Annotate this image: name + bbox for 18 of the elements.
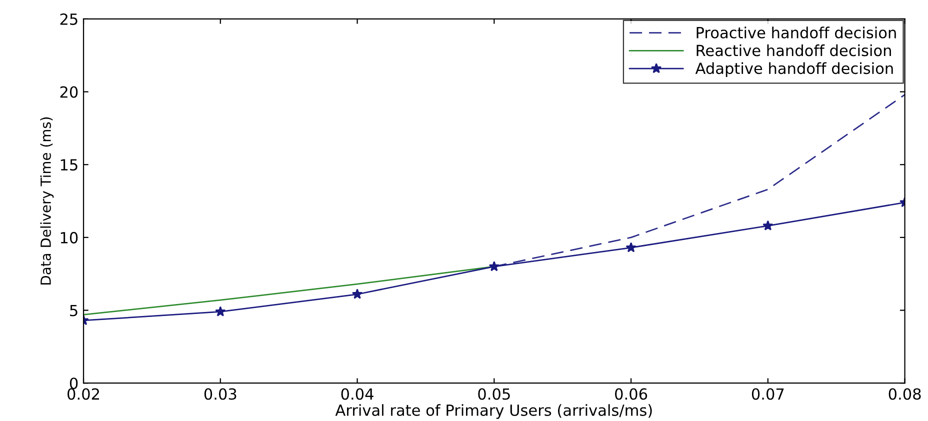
y-axis-title: Data Delivery Time (ms) [40, 117, 54, 284]
legend-label: Reactive handoff decision [696, 44, 891, 56]
y-tick-label: 5 [70, 304, 78, 316]
x-tick-label: 0.07 [752, 388, 784, 400]
y-tick-label: 0 [70, 378, 78, 390]
y-tick-label: 15 [60, 159, 78, 171]
x-tick-label: 0.05 [478, 388, 510, 400]
x-tick-label: 0.04 [341, 388, 374, 400]
x-tick-label: 0.03 [204, 388, 236, 400]
y-tick-label: 25 [60, 13, 78, 25]
y-tick-label: 20 [60, 86, 78, 98]
x-tick-label: 0.02 [68, 388, 99, 400]
y-tick-label: 10 [60, 232, 78, 244]
x-tick-label: 0.06 [615, 388, 648, 400]
legend-label: Proactive handoff decision [696, 26, 896, 38]
x-axis-title: Arrival rate of Primary Users (arrivals/ms) [335, 404, 652, 419]
legend-label: Adaptive handoff decision [695, 62, 893, 78]
x-tick-label: 0.08 [888, 388, 921, 400]
